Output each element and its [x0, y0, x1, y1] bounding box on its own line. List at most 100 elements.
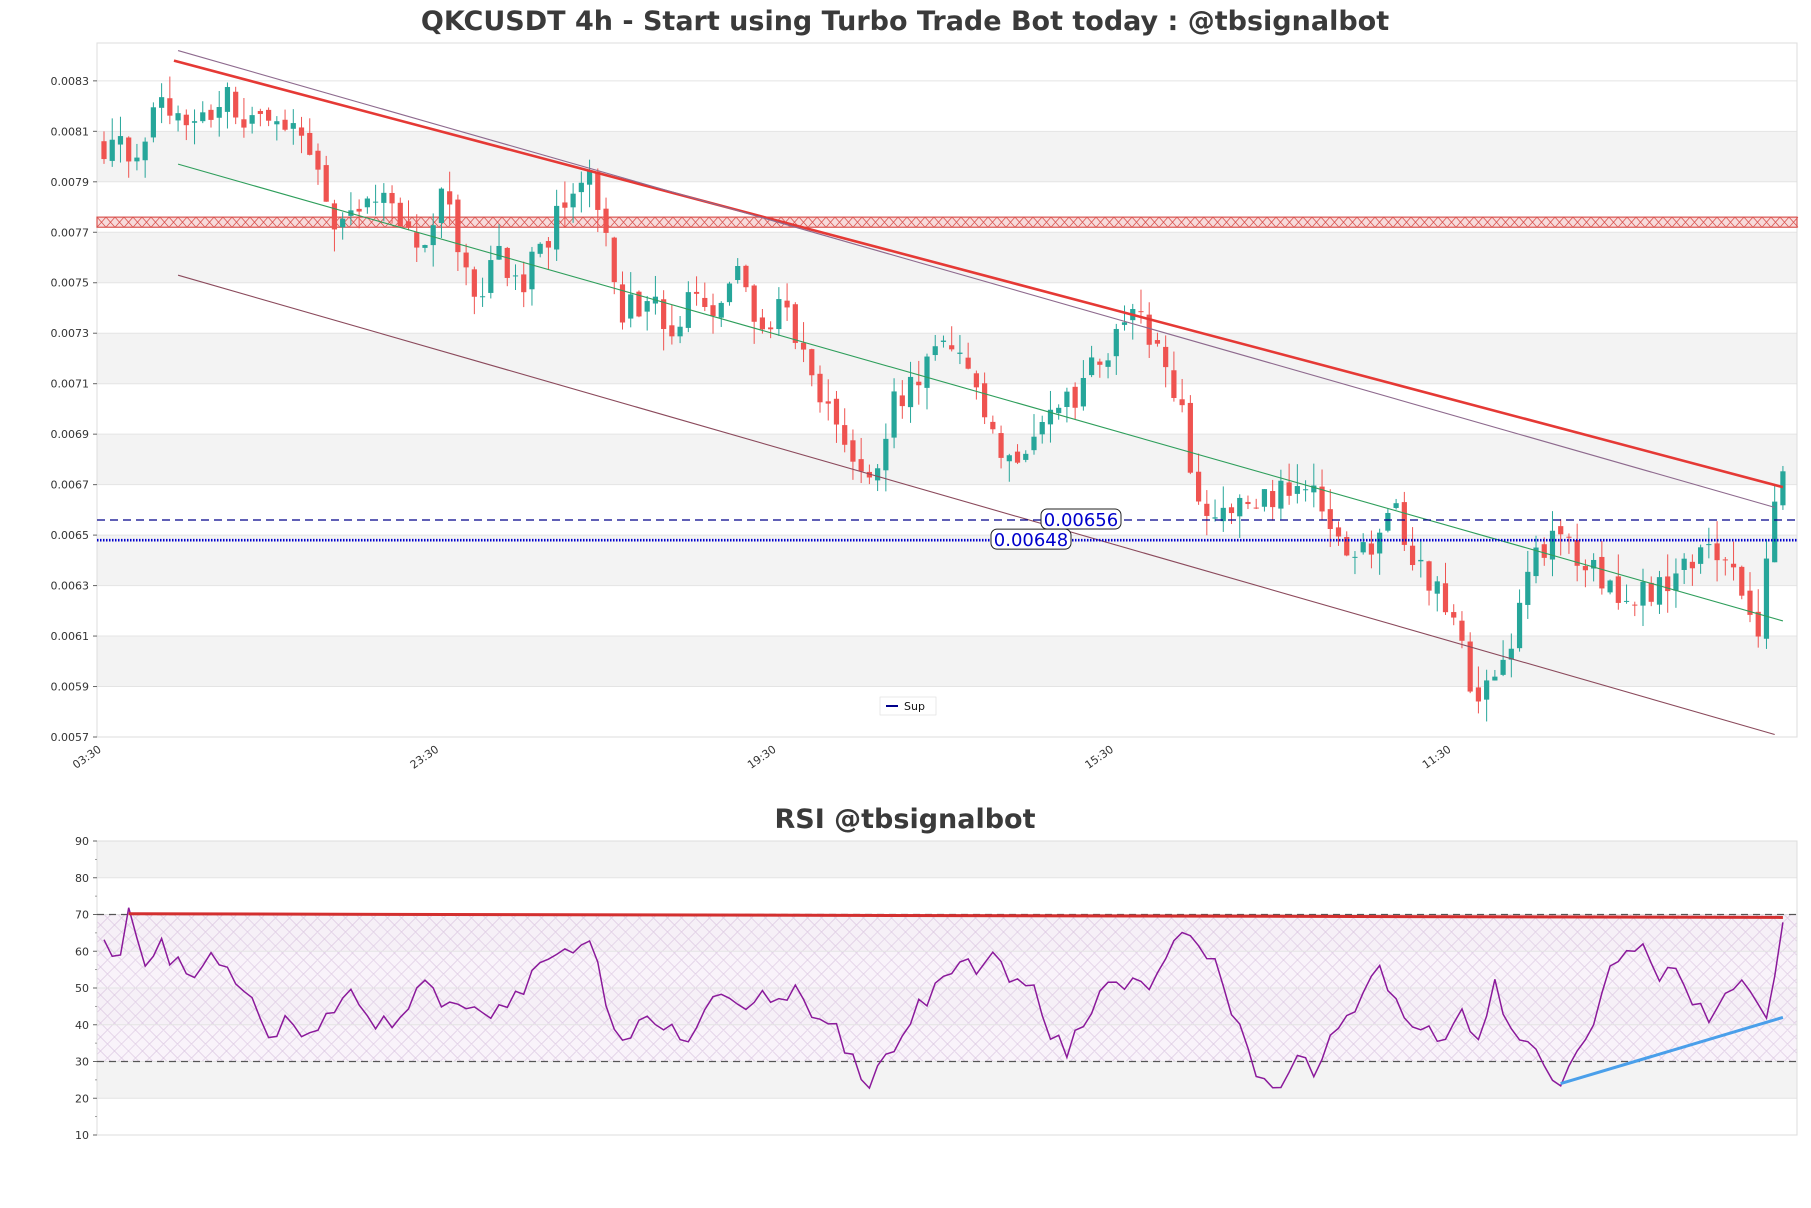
y-tick-label: 0.0067	[51, 479, 90, 492]
y-tick-label: 0.0063	[51, 580, 90, 593]
candle-body	[1080, 377, 1086, 407]
candle-body	[282, 119, 288, 130]
candle-body	[1286, 482, 1292, 496]
candle-body	[1508, 648, 1514, 660]
candle-body	[1204, 503, 1210, 516]
candle-body	[685, 292, 691, 328]
candle-body	[537, 243, 543, 254]
candle-body	[924, 356, 930, 388]
candle-body	[504, 247, 510, 278]
candle-body	[356, 208, 362, 212]
candle-body	[768, 327, 774, 330]
candle-body	[200, 112, 206, 122]
candle-body	[1615, 576, 1621, 603]
candle-body	[825, 401, 831, 404]
y-tick-label: 0.0083	[51, 75, 90, 88]
candle-body	[405, 221, 412, 228]
candle-body	[1459, 620, 1465, 641]
candle-body	[1335, 527, 1342, 537]
candle-body	[710, 305, 716, 317]
candle-body	[298, 127, 305, 136]
candle-body	[1525, 571, 1531, 605]
candle-body	[899, 395, 905, 407]
trendline-channel-upper	[177, 50, 1775, 508]
candle-body	[1377, 532, 1383, 554]
candle-body	[1006, 455, 1012, 462]
candle-body	[776, 299, 782, 330]
candle-body	[266, 109, 272, 121]
level-label-box	[1040, 508, 1122, 530]
candle-body	[1047, 409, 1054, 425]
candle-body	[117, 136, 124, 145]
candle-body	[1763, 558, 1770, 639]
candle-body	[1558, 526, 1564, 535]
candle-body	[973, 373, 979, 388]
y-tick-label: 0.0065	[51, 529, 90, 542]
candle-body	[1772, 501, 1778, 563]
candle-body	[1187, 402, 1193, 473]
candle-body	[1516, 602, 1523, 649]
candle-body	[430, 225, 436, 246]
candle-body	[1393, 503, 1399, 508]
candle-body	[743, 265, 749, 288]
candle-body	[1146, 314, 1152, 345]
candle-body	[932, 346, 938, 356]
candle-body	[529, 251, 535, 290]
candle-body	[1484, 680, 1490, 700]
candle-body	[1253, 507, 1259, 509]
grid-band	[97, 232, 1797, 283]
candle-body	[554, 205, 560, 250]
candle-body	[159, 97, 165, 108]
candle-body	[1014, 451, 1021, 463]
candle-body	[1105, 360, 1111, 367]
candle-body	[784, 300, 790, 308]
rsi-y-tick-label: 90	[75, 835, 89, 848]
candle-body	[389, 192, 395, 204]
candle-body	[875, 468, 881, 481]
candle-body	[883, 438, 889, 471]
candle-body	[167, 98, 173, 116]
candle-body	[1171, 370, 1177, 399]
candle-body	[1121, 322, 1128, 325]
candle-body	[463, 252, 469, 268]
rsi-y-tick-label: 30	[75, 1056, 89, 1069]
level-label: 0.00656	[1044, 510, 1118, 531]
level-label-box	[990, 528, 1072, 550]
candle-body	[1056, 407, 1062, 414]
candle-body	[1409, 545, 1416, 566]
candle-body	[208, 109, 214, 120]
candle-body	[1138, 311, 1144, 313]
x-tick-label: 15:30	[1083, 743, 1116, 772]
candle-body	[241, 119, 247, 128]
candle-body	[578, 182, 584, 193]
candle-body	[858, 459, 864, 472]
candle-body	[471, 269, 477, 297]
candle-body	[1302, 489, 1309, 491]
trendline-resistance	[173, 59, 1784, 489]
candle-body	[1714, 543, 1720, 561]
candle-body	[817, 373, 823, 403]
candle-body	[438, 188, 445, 224]
rsi-y-tick-label: 40	[75, 1019, 89, 1032]
candle-body	[1228, 507, 1235, 514]
candle-body	[595, 171, 601, 210]
candle-body	[562, 202, 568, 208]
candle-body	[315, 150, 321, 170]
candle-body	[1401, 502, 1407, 545]
candle-body	[677, 326, 683, 337]
candle-body	[1722, 559, 1728, 561]
candle-body	[1673, 573, 1679, 591]
candle-body	[1368, 543, 1375, 555]
candle-body	[718, 302, 724, 318]
rsi-y-tick-label: 50	[75, 982, 89, 995]
resistance-zone-hatch	[96, 216, 1799, 228]
candle-body	[1385, 512, 1391, 531]
candle-body	[109, 139, 115, 161]
y-tick-label: 0.0061	[51, 630, 90, 643]
x-tick-label: 23:30	[408, 743, 441, 772]
candle-body	[1500, 659, 1506, 675]
candle-body	[290, 123, 296, 129]
candle-body	[1352, 556, 1358, 558]
y-tick-label: 0.0077	[51, 226, 90, 239]
candle-body	[183, 114, 189, 126]
